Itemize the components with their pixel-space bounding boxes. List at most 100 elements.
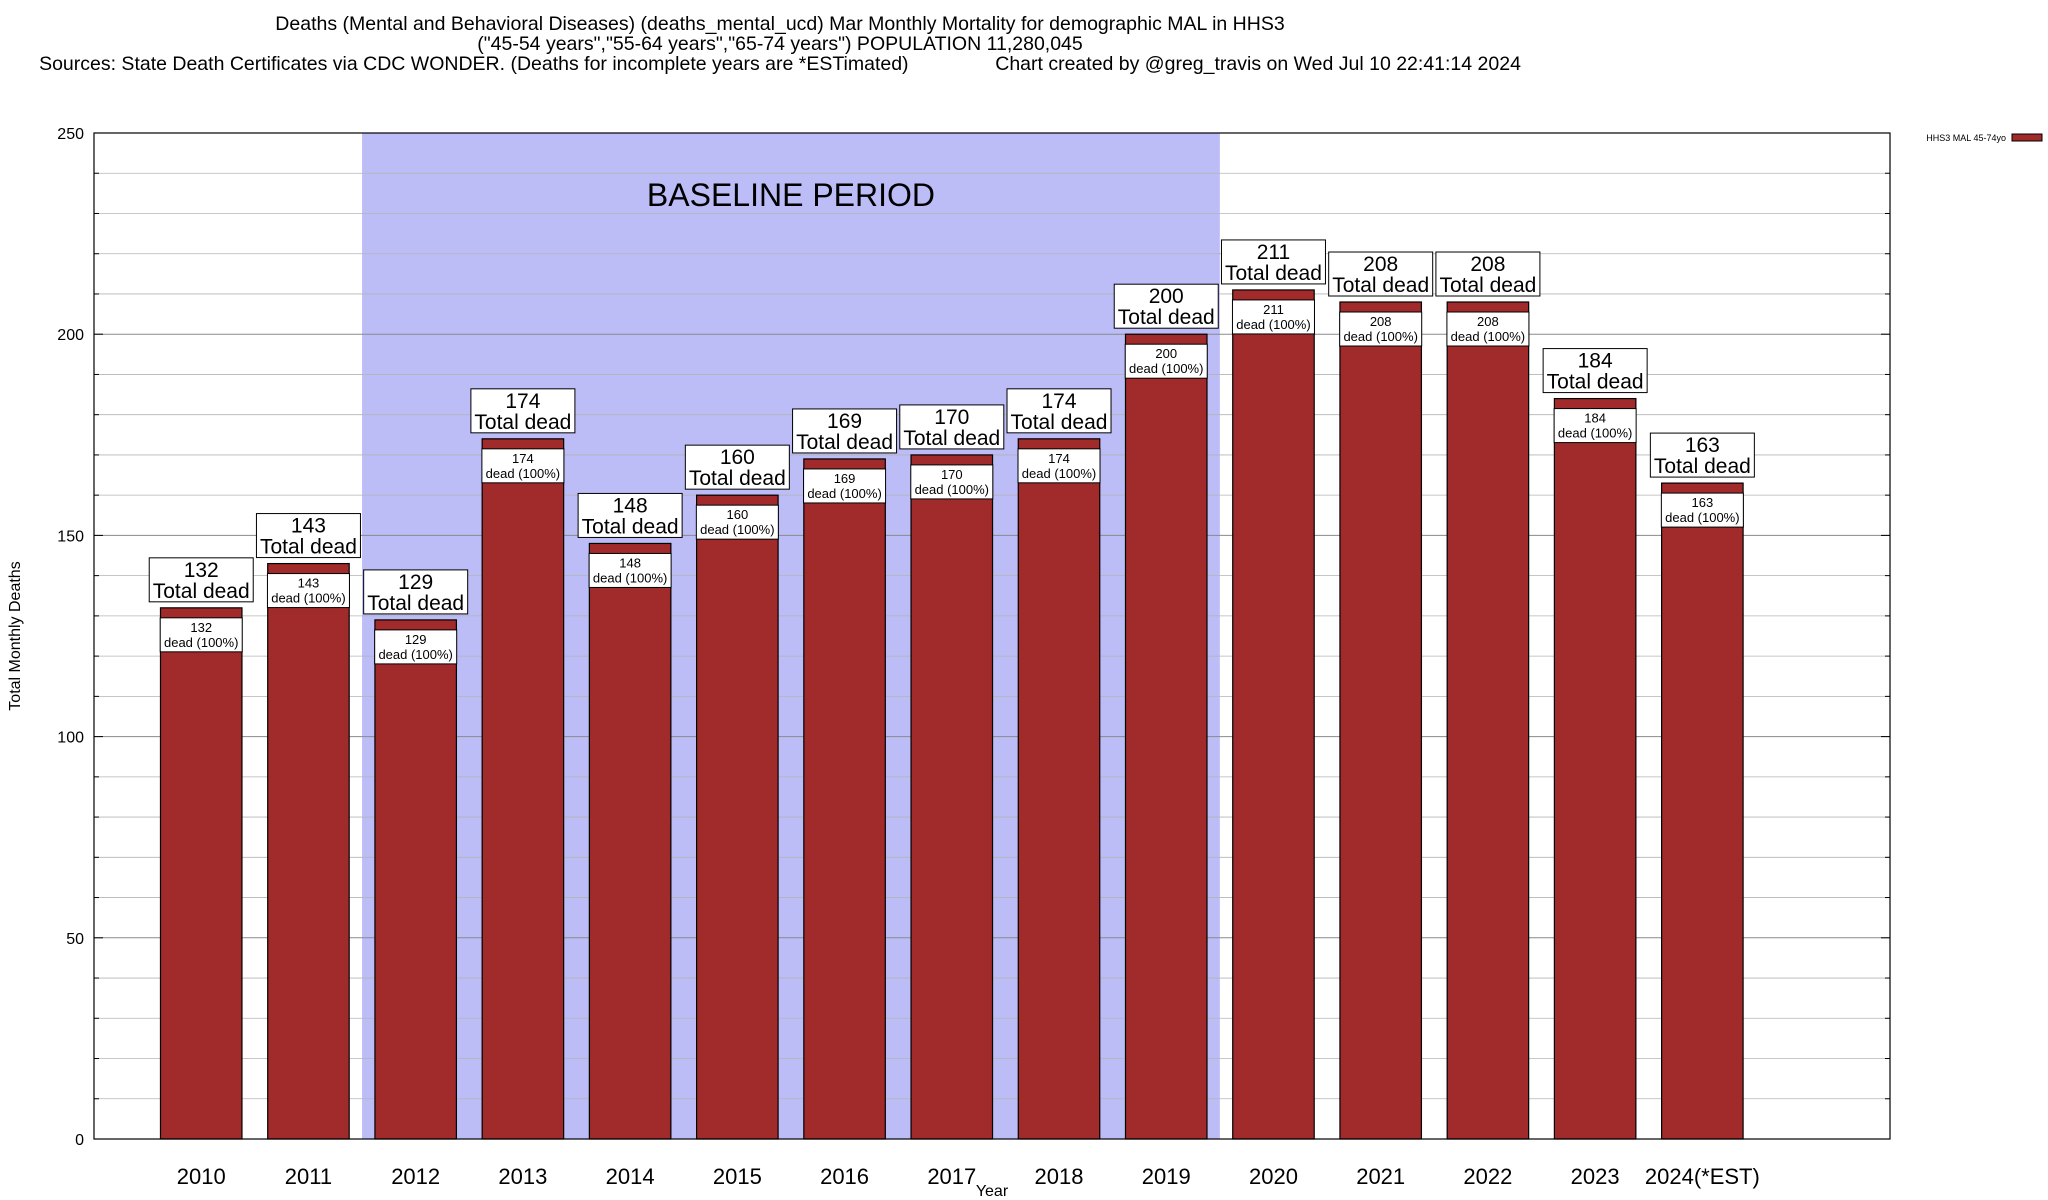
x-tick-label: 2024(*EST) — [1645, 1164, 1760, 1189]
bar — [588, 542, 672, 1140]
baseline-period-label: BASELINE PERIOD — [647, 177, 935, 213]
bar-inner-caption: dead (100%) — [1236, 317, 1310, 332]
bar — [374, 619, 458, 1140]
bar — [1017, 438, 1101, 1140]
bar-inner-value: 174 — [1048, 451, 1070, 466]
x-tick-label: 2013 — [498, 1164, 547, 1189]
bar-top-label-box — [255, 513, 361, 559]
bar-top-label-box — [363, 569, 469, 615]
bar — [803, 458, 886, 1140]
bar-top-label-box — [1328, 251, 1434, 297]
x-tick-label: 2014 — [606, 1164, 655, 1189]
bar-inner-label-box — [266, 573, 350, 609]
bar — [1232, 289, 1315, 1140]
bar-inner-value: 160 — [726, 507, 748, 522]
bar — [1446, 301, 1530, 1140]
bar — [1553, 397, 1637, 1140]
bar-inner-label-box — [695, 504, 779, 540]
chart-title-line-2: ("45-54 years","55-64 years","65-74 year… — [477, 33, 1083, 55]
bar-total-caption: Total dead — [1439, 274, 1536, 297]
bar-total-caption: Total dead — [367, 592, 464, 615]
bar — [1124, 333, 1208, 1140]
bar-total-caption: Total dead — [1547, 371, 1644, 394]
bar-top-label-box — [577, 492, 683, 538]
legend: HHS3 MAL 45-74yo — [1926, 133, 2043, 143]
bar — [1661, 482, 1744, 1140]
bar-total-caption: Total dead — [582, 515, 679, 538]
bar-value-label: 174 — [505, 390, 540, 413]
x-tick-label: 2011 — [285, 1164, 332, 1189]
bar-inner-value: 163 — [1692, 495, 1714, 510]
legend-label: HHS3 MAL 45-74yo — [1926, 133, 2006, 143]
legend-swatch — [2011, 133, 2043, 142]
x-tick-label: 2016 — [820, 1164, 869, 1189]
bar-inner-label-box — [481, 448, 565, 484]
bar-total-caption: Total dead — [260, 536, 357, 559]
bar-inner-caption: dead (100%) — [807, 486, 881, 501]
bar-inner-value: 174 — [512, 451, 534, 466]
bar-value-label: 163 — [1685, 434, 1720, 457]
bar — [481, 438, 565, 1140]
bar-inner-label-box — [1339, 311, 1423, 347]
bar-total-caption: Total dead — [1118, 306, 1215, 329]
bar-inner-value: 208 — [1477, 314, 1499, 329]
x-tick-label: 2022 — [1463, 1164, 1512, 1189]
bar-top-label-box — [1435, 251, 1541, 297]
bar-value-label: 169 — [827, 410, 862, 433]
bar — [910, 454, 994, 1140]
bar-top-label-box — [148, 557, 254, 603]
bar-inner-value: 143 — [298, 576, 320, 591]
bar-inner-label-box — [803, 468, 887, 504]
bar-top-label-box — [470, 388, 576, 434]
bar-top-label-box — [1542, 348, 1648, 394]
bar-inner-caption: dead (100%) — [486, 466, 560, 481]
y-tick-label: 100 — [57, 730, 84, 747]
bar-inner-caption: dead (100%) — [1022, 466, 1096, 481]
x-tick-label: 2012 — [391, 1164, 440, 1189]
chart-source-line: Sources: State Death Certificates via CD… — [39, 53, 1521, 75]
x-tick-label: 2017 — [927, 1164, 976, 1189]
bar-inner-label-box — [1124, 343, 1208, 379]
bar-total-caption: Total dead — [474, 411, 571, 434]
bar-total-caption: Total dead — [1011, 411, 1108, 434]
y-tick-label: 0 — [75, 1132, 84, 1149]
bar-total-caption: Total dead — [1654, 455, 1751, 478]
bar — [695, 494, 779, 1140]
bar-inner-caption: dead (100%) — [1129, 361, 1203, 376]
bar-inner-label-box — [1553, 408, 1637, 444]
bar-inner-caption: dead (100%) — [700, 522, 774, 537]
x-tick-label: 2020 — [1249, 1164, 1298, 1189]
bar-top-label-box — [899, 404, 1005, 450]
bar-inner-value: 211 — [1263, 302, 1284, 317]
bar-inner-caption: dead (100%) — [1665, 510, 1739, 525]
bar-inner-caption: dead (100%) — [164, 635, 238, 650]
y-tick-label: 200 — [57, 327, 84, 344]
bar-inner-caption: dead (100%) — [1451, 329, 1525, 344]
bar-value-label: 148 — [613, 494, 648, 517]
chart-title: Deaths (Mental and Behavioral Diseases) … — [0, 14, 1560, 74]
bar-total-caption: Total dead — [153, 580, 250, 603]
bar-inner-caption: dead (100%) — [593, 570, 667, 585]
bar-value-label: 129 — [398, 571, 433, 594]
y-axis-label: Total Monthly Deaths — [7, 561, 24, 710]
bar-inner-value: 132 — [190, 620, 212, 635]
x-axis-label: Year — [976, 1183, 1009, 1200]
bar-value-label: 208 — [1470, 253, 1505, 276]
x-tick-label: 2021 — [1356, 1164, 1405, 1189]
bar-value-label: 174 — [1041, 390, 1076, 413]
bar-value-label: 211 — [1257, 241, 1290, 264]
bar-inner-caption: dead (100%) — [271, 591, 345, 606]
bar-inner-label-box — [1231, 299, 1315, 335]
bar-total-caption: Total dead — [1332, 274, 1429, 297]
bar-top-label-box — [684, 444, 790, 490]
bar-total-caption: Total dead — [796, 431, 893, 454]
bar-top-label-box — [1220, 239, 1326, 285]
bar-value-label: 184 — [1578, 350, 1613, 373]
bar-value-label: 170 — [934, 406, 969, 429]
y-tick-label: 250 — [57, 126, 84, 143]
bar-inner-label-box — [1446, 311, 1530, 347]
bar-top-label-box — [1649, 432, 1755, 478]
bar-value-label: 200 — [1149, 285, 1184, 308]
bar-top-label-box — [792, 408, 898, 454]
bar-inner-label-box — [159, 617, 243, 653]
